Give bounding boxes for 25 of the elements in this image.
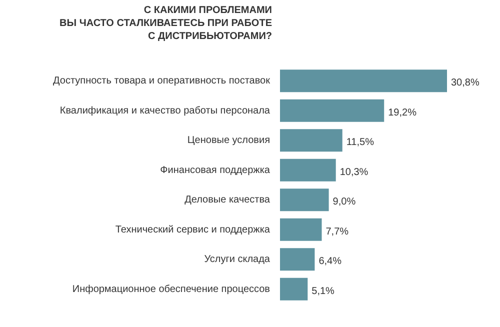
data-label: 30,8% xyxy=(451,78,480,89)
bar xyxy=(280,248,315,271)
bar xyxy=(280,158,336,182)
bar xyxy=(280,278,308,300)
y-tick-label: Технический сервис и поддержка xyxy=(115,224,270,236)
bar xyxy=(280,99,384,122)
bar xyxy=(280,129,342,152)
data-label: 7,7% xyxy=(326,226,349,238)
data-label: 19,2% xyxy=(388,107,417,118)
data-label: 10,3% xyxy=(340,166,368,178)
y-tick-label: Деловые качества xyxy=(184,194,270,206)
data-label: 9,0% xyxy=(332,196,356,208)
data-label: 6,4% xyxy=(318,256,342,268)
y-tick-label: Информационное обеспечение процессов xyxy=(72,284,270,295)
data-label: 11,5% xyxy=(346,137,374,148)
bar xyxy=(280,218,322,241)
y-tick-label: Услуги склада xyxy=(204,254,270,266)
y-tick-label: Доступность товара и оперативность поставок xyxy=(53,76,271,87)
text: С КАКИМИ ПРОБЛЕМАМИ ВЫ ЧАСТО СТАЛКИВАЕТЕСЬ ПРИ РАБОТЕ С ДИСТРИБЬЮТОРАМИ? xyxy=(58,4,272,43)
bar xyxy=(280,188,329,212)
bar xyxy=(280,70,447,92)
y-tick-label: Квалификация и качество работы персонала xyxy=(60,105,270,116)
y-tick-label: Ценовые условия xyxy=(187,135,270,146)
y-tick-label: Финансовая поддержка xyxy=(160,164,270,176)
data-label: 5,1% xyxy=(312,286,335,297)
